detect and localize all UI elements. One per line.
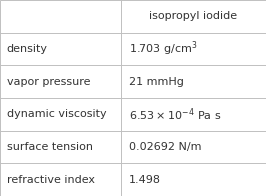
Text: refractive index: refractive index (7, 175, 95, 185)
Text: isopropyl iodide: isopropyl iodide (149, 11, 238, 21)
Text: surface tension: surface tension (7, 142, 93, 152)
Text: 21 mmHg: 21 mmHg (129, 77, 184, 87)
Text: dynamic viscosity: dynamic viscosity (7, 109, 106, 119)
Text: 0.02692 N/m: 0.02692 N/m (129, 142, 202, 152)
Text: $6.53\times10^{-4}$ Pa s: $6.53\times10^{-4}$ Pa s (129, 106, 221, 123)
Text: 1.703 g/cm$^3$: 1.703 g/cm$^3$ (129, 40, 198, 58)
Text: 1.498: 1.498 (129, 175, 161, 185)
Text: density: density (7, 44, 48, 54)
Text: vapor pressure: vapor pressure (7, 77, 90, 87)
